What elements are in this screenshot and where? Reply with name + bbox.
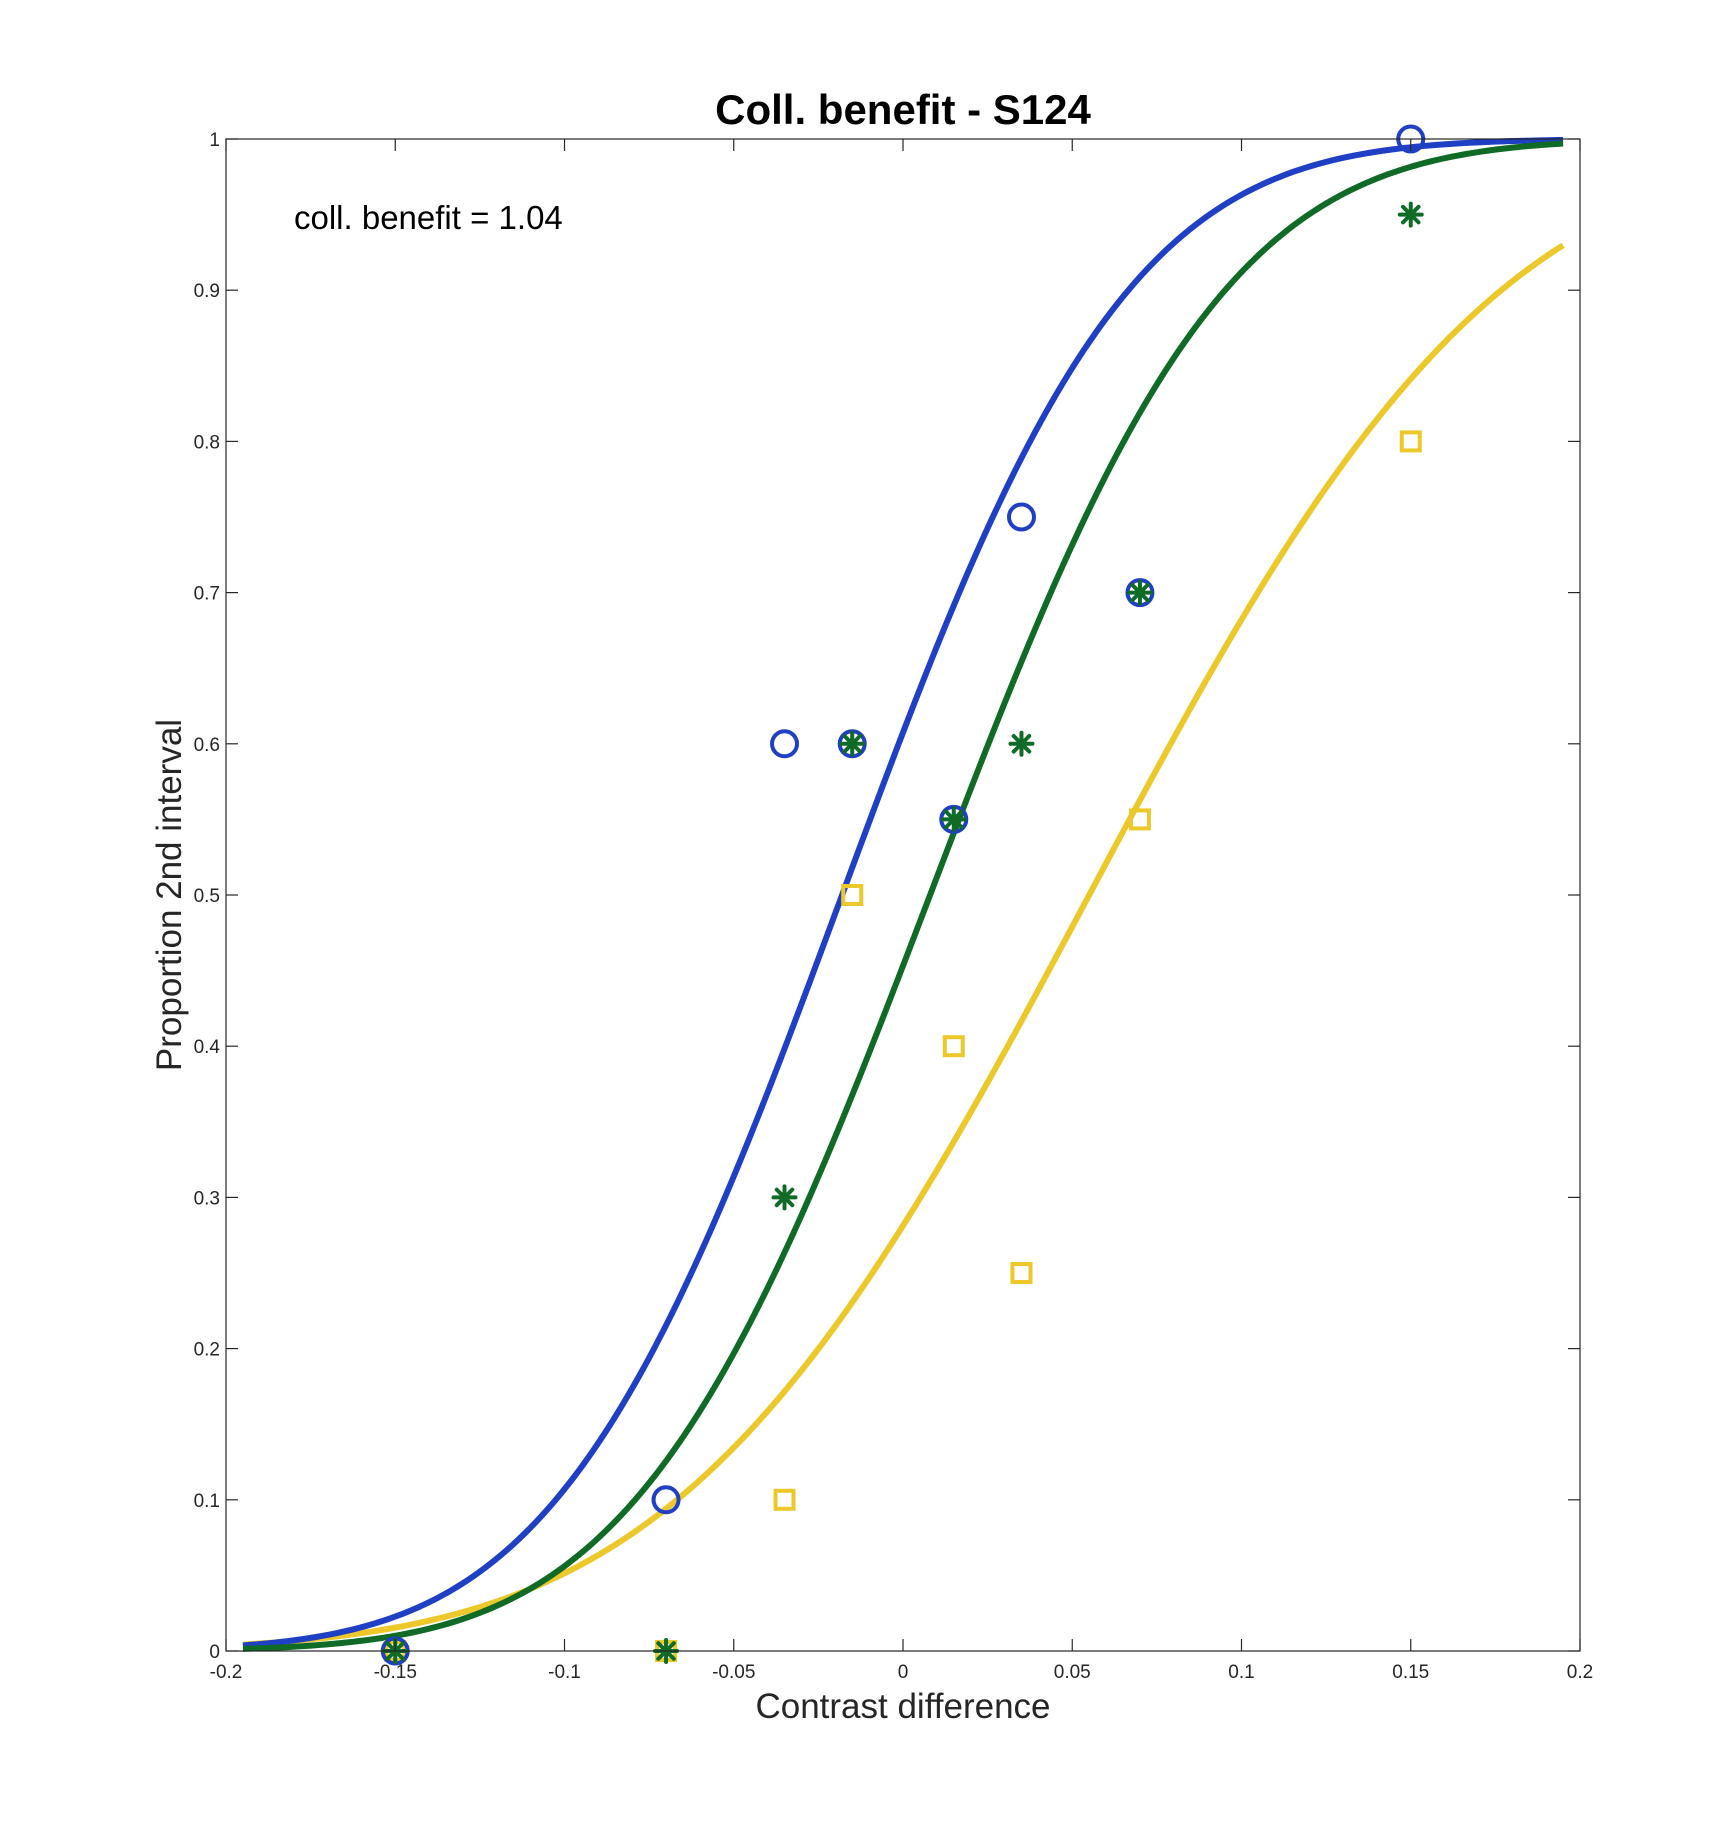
axis-ticks: -0.2 -0.15 -0.1 -0.05 0 0.05 0.1 0.15 0.2 0 0.1 0.2… (194, 130, 1594, 1683)
y-tick-label: 0.8 (194, 432, 220, 453)
y-tick-label: 1 (209, 130, 220, 151)
data-point-asterisk (940, 806, 967, 833)
data-point-square (773, 1488, 796, 1511)
y-tick-label: 0.7 (194, 584, 220, 605)
data-point-asterisk (1126, 579, 1153, 606)
x-tick-label: 0 (898, 1662, 909, 1683)
data-point-square (841, 884, 864, 906)
data-point-asterisk (839, 730, 866, 757)
x-axis-title: Contrast difference (755, 1687, 1050, 1726)
y-tick-label: 0.2 (194, 1340, 220, 1361)
data-point-circle (651, 1485, 681, 1515)
x-tick-label: -0.1 (548, 1662, 581, 1683)
data-point-circle (770, 729, 800, 759)
x-tick-label: -0.2 (210, 1662, 243, 1683)
x-tick-label: 0.15 (1392, 1662, 1429, 1683)
y-tick-label: 0.3 (194, 1188, 220, 1209)
x-tick-label: -0.15 (374, 1662, 417, 1683)
y-tick-label: 0.9 (194, 281, 220, 302)
data-point-asterisk (771, 1184, 798, 1211)
data-point-square (942, 1035, 965, 1058)
fit-curve (242, 140, 1564, 1652)
fit-curve (242, 136, 1564, 1649)
fit-curves (242, 136, 1565, 1652)
x-tick-label: 0.2 (1567, 1662, 1593, 1683)
x-tick-label: -0.05 (712, 1662, 755, 1683)
fit-curve (242, 242, 1565, 1648)
chart-title: Coll. benefit - S124 (715, 86, 1091, 133)
data-point-square (1128, 808, 1151, 831)
y-tick-label: 0.6 (194, 735, 220, 756)
y-tick-label: 0.4 (194, 1037, 221, 1058)
data-point-circle (1006, 502, 1036, 532)
x-tick-label: 0.05 (1054, 1662, 1091, 1683)
y-tick-label: 0.1 (194, 1491, 220, 1512)
y-axis-title: Proportion 2nd interval (150, 719, 189, 1071)
coll-benefit-annotation: coll. benefit = 1.04 (294, 199, 563, 236)
data-point-asterisk (1008, 730, 1035, 757)
data-point-square (1010, 1262, 1033, 1284)
data-point-square (1399, 430, 1422, 453)
data-point-asterisk (1397, 201, 1424, 228)
y-tick-label: 0 (209, 1642, 220, 1663)
y-tick-label: 0.5 (194, 886, 220, 907)
x-tick-label: 0.1 (1228, 1662, 1254, 1683)
